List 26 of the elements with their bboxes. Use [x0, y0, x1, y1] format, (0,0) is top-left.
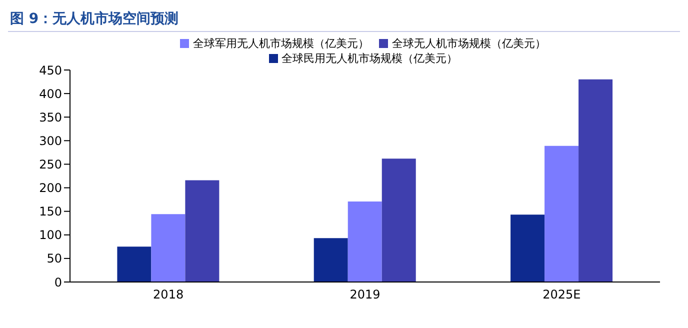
bar: [382, 158, 416, 282]
x-tick-label: 2025E: [542, 288, 581, 302]
legend-label: 全球民用无人机市场规模（亿美元）: [282, 52, 458, 65]
y-tick-label: 150: [39, 204, 62, 219]
y-tick-label: 250: [39, 157, 62, 172]
bar: [314, 238, 348, 282]
y-tick-label: 400: [39, 86, 62, 101]
bar: [348, 201, 382, 282]
bar: [510, 214, 545, 282]
bar: [117, 246, 152, 282]
x-tick-label: 2018: [153, 288, 184, 302]
bar: [544, 146, 579, 282]
bar: [578, 79, 613, 282]
chart-title: 图 9：无人机市场空间预测: [8, 8, 680, 32]
y-tick-label: 300: [39, 134, 62, 148]
bar: [151, 214, 186, 282]
y-tick-label: 0: [54, 275, 62, 290]
legend-label: 全球军用无人机市场规模（亿美元）: [193, 37, 369, 50]
y-tick-label: 100: [39, 228, 62, 242]
bar: [185, 180, 220, 282]
y-tick-label: 350: [39, 110, 62, 124]
legend-label: 全球无人机市场规模（亿美元）: [392, 37, 546, 50]
y-tick-label: 200: [39, 181, 62, 196]
x-tick-label: 2019: [350, 288, 380, 302]
y-tick-label: 50: [46, 252, 62, 266]
y-tick-label: 450: [39, 63, 62, 78]
